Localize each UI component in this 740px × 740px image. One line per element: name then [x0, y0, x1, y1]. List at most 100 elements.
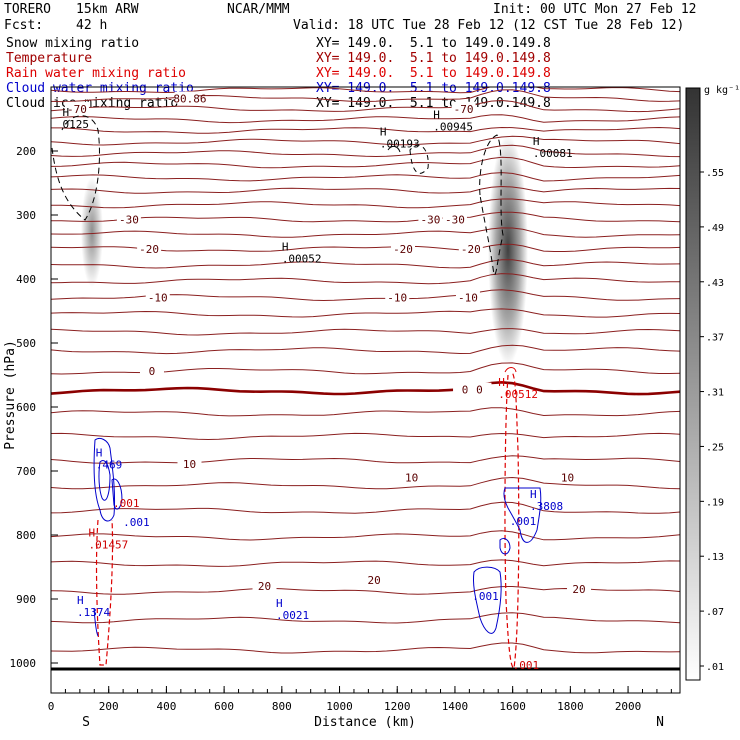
extremum-value: .0021: [276, 609, 309, 622]
isotherm-label: -30: [445, 213, 465, 226]
rain-water-contour: [504, 371, 520, 669]
colorbar-tick-label: .19: [706, 497, 724, 508]
extremum-value: .3808: [530, 500, 563, 513]
temperature-isotherm: [51, 407, 680, 417]
colorbar-unit: g kg⁻¹: [704, 85, 740, 96]
north-label: N: [656, 715, 664, 730]
y-tick-label: 800: [16, 529, 36, 542]
extremum-marker: H: [63, 106, 70, 119]
isotherm-label-bg: [455, 290, 480, 303]
colorbar-gradient: [685, 87, 701, 681]
colorbar-tick-label: .49: [706, 223, 724, 234]
organization: NCAR/MMM: [227, 2, 290, 17]
rain-water-contour: [504, 367, 517, 373]
temperature-isotherm: [51, 227, 680, 238]
colorbar-tick-label: .07: [706, 607, 724, 618]
isotherm-label-bg: [567, 581, 592, 594]
isotherm-label: -30: [119, 213, 139, 226]
y-tick-label: 600: [16, 401, 36, 414]
colorbar: g kg⁻¹ .01 .07 .13 .19 .25 .31 .37 .43 .49 .55: [685, 85, 740, 681]
isotherm-label-bg: [145, 290, 170, 303]
temperature-isotherm: [51, 211, 680, 223]
snow-plume-main: [488, 135, 528, 365]
colorbar-tick-label: .55: [706, 168, 724, 179]
temperature-isotherm: [51, 328, 680, 336]
cloud-water-contour: [503, 487, 542, 543]
temperature-isotherm: [51, 642, 680, 654]
temperature-isotherm: [51, 259, 680, 269]
x-tick-label: 1600: [499, 700, 526, 713]
y-tick-label: 200: [16, 145, 36, 158]
temperature-isotherm: [51, 144, 680, 158]
isotherm-label: 10: [183, 458, 196, 471]
extremum-marker: H: [77, 594, 84, 607]
forecast-label: Fcst:: [4, 18, 44, 33]
x-tick-label: 200: [99, 700, 119, 713]
x-tick-label: 0: [48, 700, 55, 713]
legend-xy: XY= 149.0. 5.1 to 149.0.149.8: [316, 51, 551, 66]
extremum-marker: H: [433, 109, 440, 122]
isotherm-label: 0: [149, 365, 156, 378]
temperature-isotherm: [51, 156, 680, 169]
extremum-value: .00081: [533, 147, 573, 160]
extremum-value: .00193: [380, 137, 420, 150]
temperature-isotherm: [51, 89, 680, 103]
isotherm-label: 20: [572, 583, 585, 596]
isotherm-label-bg: [252, 579, 277, 592]
extremum-value: .00512: [498, 388, 538, 401]
isotherm-label: 0: [476, 384, 483, 397]
extremum-value: .001: [113, 497, 139, 510]
isotherm-label: -30: [420, 213, 440, 226]
temperature-isotherm: [51, 273, 680, 285]
temperature-isotherm: [51, 530, 680, 541]
isotherm-label: -80.86: [167, 93, 207, 106]
y-tick-label: 400: [16, 273, 36, 286]
legend-label: Temperature: [6, 51, 93, 66]
isotherm-label-bg: [385, 290, 410, 303]
temperature-isotherm: [51, 559, 680, 567]
extremum-marker: H: [282, 241, 289, 254]
x-tick-label: 2000: [615, 700, 642, 713]
cloud-ice-contour: [51, 115, 100, 221]
extremum-marker: H: [530, 488, 537, 501]
extremum-value: .1374: [77, 606, 110, 619]
isotherm-label-bg: [458, 241, 483, 254]
isotherm-label: -10: [387, 292, 407, 305]
isotherm-label: -20: [393, 243, 413, 256]
colorbar-tick-label: .25: [706, 442, 724, 453]
temperature-isotherm: [51, 185, 680, 194]
valid-time: Valid: 18 UTC Tue 28 Feb 12 (12 CST Tue …: [293, 18, 685, 33]
isotherm-label-bg: [362, 572, 387, 585]
isotherm-label: 0: [462, 384, 469, 397]
y-tick-label: 300: [16, 209, 36, 222]
isotherm-label-bg: [116, 212, 141, 225]
x-tick-label: 800: [272, 700, 292, 713]
cloud-water-contour: [111, 478, 123, 510]
isotherm-label-bg: [391, 241, 416, 254]
y-axis: 200 300 400 500 600 700 800 900 1000: [10, 145, 58, 670]
colorbar-tick-label: .01: [706, 662, 724, 673]
y-tick-label: 700: [16, 465, 36, 478]
colorbar-tick-label: .31: [706, 388, 724, 399]
isotherm-label: -70: [454, 103, 474, 116]
x-tick-label: 1200: [384, 700, 411, 713]
extremum-marker: H: [96, 447, 103, 460]
resolution: 15km ARW: [76, 2, 139, 17]
legend-label: Snow mixing ratio: [6, 36, 140, 51]
legend-xy: XY= 149.0. 5.1 to 149.0.149.8: [316, 36, 551, 51]
isotherm-label-bg: [467, 382, 492, 395]
colorbar-tick-label: .43: [706, 278, 724, 289]
extremum-marker: H: [89, 527, 96, 540]
temperature-isotherm: [51, 114, 680, 124]
model-name: TORERO: [4, 2, 51, 17]
x-tick-label: 1000: [326, 700, 353, 713]
x-tick-label: 1800: [557, 700, 584, 713]
temperature-isotherm: [51, 289, 680, 302]
colorbar-tick-label: .13: [706, 552, 724, 563]
isotherm-label: -10: [148, 292, 168, 305]
y-tick-label: 500: [16, 337, 36, 350]
isotherm-label-bg: [137, 241, 162, 254]
colorbar-tick-label: .37: [706, 333, 724, 344]
x-tick-label: 400: [156, 700, 176, 713]
cloud-water-contour: [473, 566, 502, 634]
